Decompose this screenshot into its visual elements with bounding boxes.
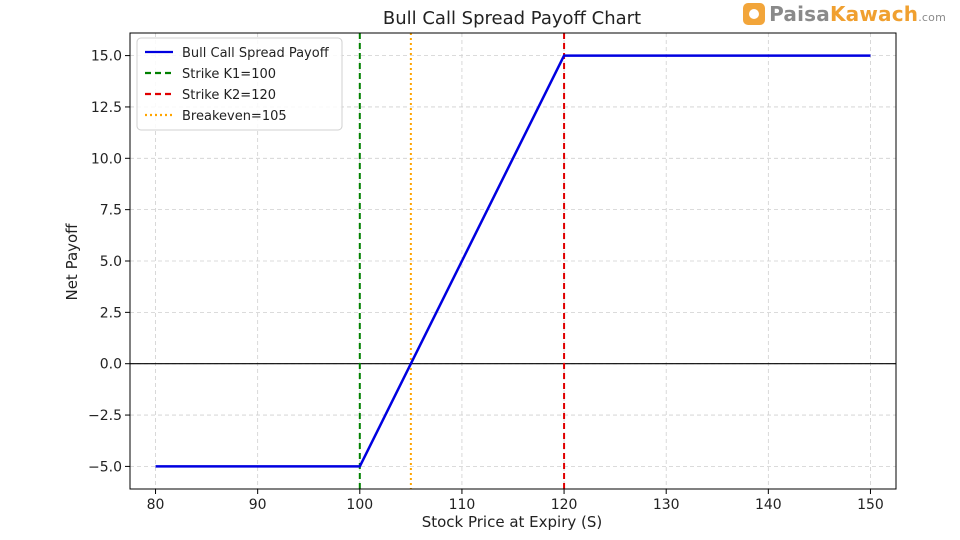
y-axis-title: Net Payoff [63, 223, 81, 301]
legend-label: Strike K1=100 [182, 67, 276, 82]
y-tick-label: 5.0 [100, 254, 122, 270]
x-tick-label: 100 [346, 497, 373, 513]
y-tick-label: 0.0 [100, 357, 122, 373]
legend-label: Strike K2=120 [182, 88, 276, 103]
y-tick-label: 12.5 [91, 100, 122, 116]
legend-label: Breakeven=105 [182, 109, 287, 124]
legend: Bull Call Spread Payoff Strike K1=100 Stri… [136, 37, 343, 131]
x-axis-title: Stock Price at Expiry (S) [422, 513, 603, 531]
y-tick-label: −2.5 [88, 408, 122, 424]
y-tick-label: 15.0 [91, 49, 122, 65]
x-tick-label: 110 [449, 497, 476, 513]
shield-icon [743, 3, 766, 25]
series-layer [155, 54, 871, 468]
reference-lines [130, 33, 896, 489]
x-tick-label: 80 [147, 497, 165, 513]
ticks: 80 90 100 110 120 130 140 150 −5.0 −2.5 0.0 2.5 5.0 7… [88, 49, 884, 513]
payoff-line [155, 54, 871, 468]
legend-box [136, 37, 343, 131]
x-tick-label: 90 [249, 497, 267, 513]
y-tick-label: 7.5 [100, 203, 122, 219]
x-tick-label: 130 [653, 497, 680, 513]
x-tick-label: 140 [755, 497, 782, 513]
legend-label: Bull Call Spread Payoff [182, 46, 330, 61]
y-tick-label: −5.0 [88, 459, 122, 475]
y-tick-label: 2.5 [100, 305, 122, 321]
x-tick-label: 150 [857, 497, 884, 513]
y-tick-label: 10.0 [91, 151, 122, 167]
chart-title: Bull Call Spread Payoff Chart [383, 8, 641, 29]
logo-text: PaisaKawach.com [769, 2, 946, 26]
x-tick-label: 120 [551, 497, 578, 513]
brand-logo: PaisaKawach.com [743, 2, 946, 26]
